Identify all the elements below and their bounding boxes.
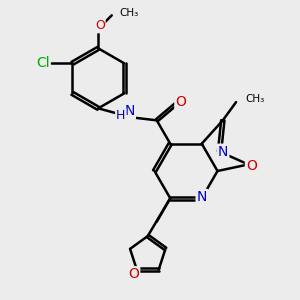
- Text: O: O: [246, 159, 257, 173]
- Text: CH₃: CH₃: [245, 94, 264, 104]
- Text: O: O: [175, 95, 186, 109]
- Text: H: H: [116, 109, 125, 122]
- Text: N: N: [218, 145, 228, 159]
- Text: O: O: [95, 19, 105, 32]
- Text: N: N: [196, 190, 207, 204]
- Text: O: O: [128, 267, 139, 281]
- Text: N: N: [124, 104, 135, 118]
- Text: CH₃: CH₃: [120, 8, 139, 18]
- Text: Cl: Cl: [36, 56, 50, 70]
